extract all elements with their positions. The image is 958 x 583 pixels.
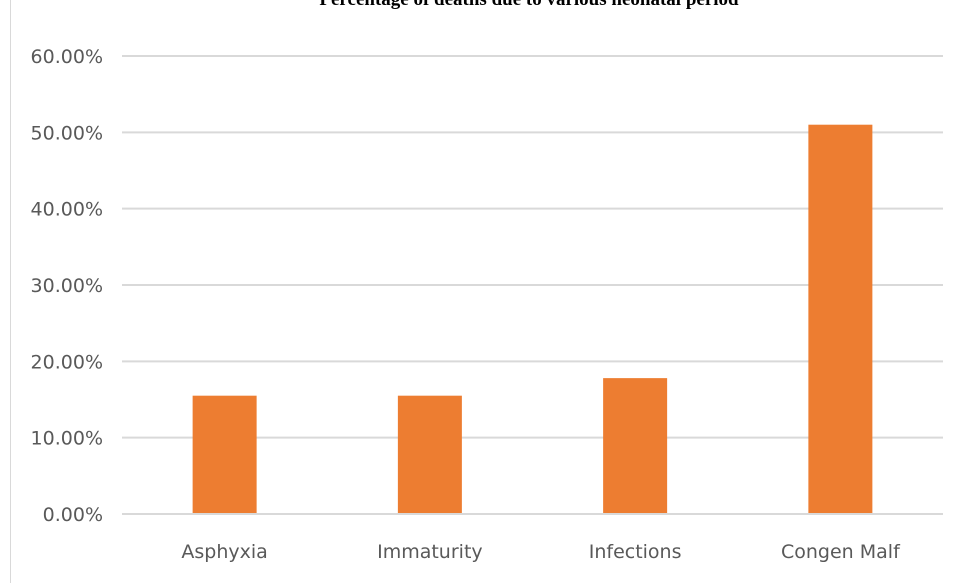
y-axis-ticks: 0.00% 10.00% 20.00% 30.00% 40.00% 50.00% 60.00… xyxy=(31,46,103,526)
y-tick-label: 0.00% xyxy=(43,504,103,526)
x-tick-label: Congen Malf xyxy=(781,541,901,563)
x-axis-ticks: Asphyxia Immaturity Infections Congen Malf xyxy=(181,541,901,563)
y-tick-label: 40.00% xyxy=(31,199,103,221)
bars xyxy=(122,124,943,515)
y-tick-label: 30.00% xyxy=(31,275,103,297)
left-border xyxy=(10,0,11,583)
bar-immaturity xyxy=(397,395,462,514)
y-tick-label: 60.00% xyxy=(31,46,103,68)
x-tick-label: Asphyxia xyxy=(181,541,267,563)
bar-infections xyxy=(603,378,668,514)
y-tick-label: 10.00% xyxy=(31,428,103,450)
chart-title: Percentage of deaths due to various neon… xyxy=(0,0,958,11)
y-tick-label: 20.00% xyxy=(31,351,103,373)
x-tick-label: Infections xyxy=(589,541,682,563)
bar-congen-malf xyxy=(808,124,873,514)
y-tick-label: 50.00% xyxy=(31,122,103,144)
bar-asphyxia xyxy=(192,395,257,514)
x-tick-label: Immaturity xyxy=(377,541,483,563)
